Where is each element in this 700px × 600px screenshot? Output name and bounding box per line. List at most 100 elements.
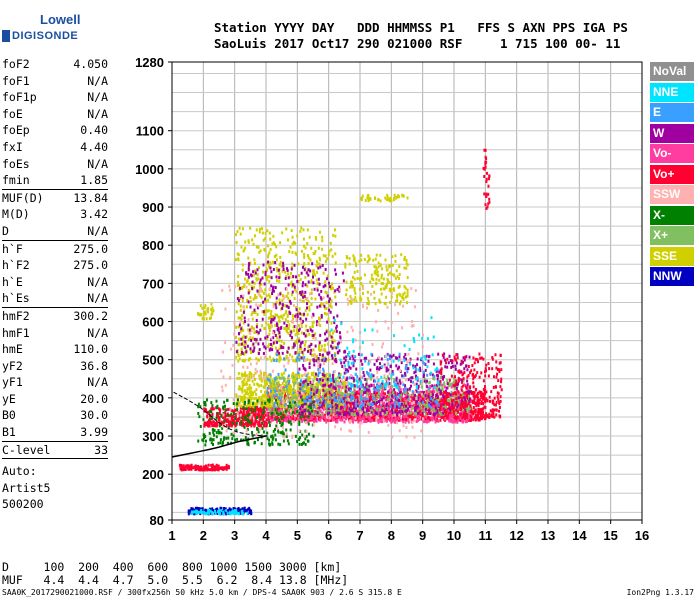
data-point bbox=[468, 414, 471, 418]
data-point bbox=[227, 419, 230, 423]
data-point bbox=[439, 382, 442, 386]
data-point bbox=[254, 296, 257, 300]
param-value: N/A bbox=[87, 156, 108, 171]
data-point bbox=[439, 412, 442, 416]
data-point bbox=[222, 437, 225, 441]
data-point bbox=[275, 253, 278, 257]
data-point bbox=[296, 396, 299, 400]
data-point bbox=[249, 226, 252, 230]
data-point bbox=[395, 299, 398, 303]
data-point bbox=[405, 418, 408, 422]
data-point bbox=[296, 351, 299, 355]
data-point bbox=[430, 401, 433, 405]
data-point bbox=[250, 393, 253, 397]
data-point bbox=[289, 404, 292, 408]
data-point bbox=[460, 370, 463, 374]
data-point bbox=[280, 419, 283, 423]
data-point bbox=[262, 406, 265, 410]
data-point bbox=[428, 392, 431, 396]
data-point bbox=[387, 273, 390, 277]
data-point bbox=[485, 390, 488, 394]
data-point bbox=[340, 408, 343, 412]
data-point bbox=[302, 237, 305, 241]
data-point bbox=[345, 293, 348, 297]
data-point bbox=[270, 404, 273, 408]
data-point bbox=[261, 310, 264, 314]
data-point bbox=[279, 420, 282, 424]
data-point bbox=[239, 308, 242, 312]
data-point bbox=[265, 294, 268, 298]
data-point bbox=[399, 397, 402, 401]
data-point bbox=[284, 270, 287, 274]
data-point bbox=[468, 399, 471, 403]
data-point bbox=[418, 403, 421, 407]
data-point bbox=[322, 254, 325, 258]
param-row: h`F2 275.0 bbox=[2, 257, 108, 274]
data-point bbox=[325, 382, 328, 386]
data-point bbox=[406, 196, 409, 200]
data-point bbox=[382, 392, 385, 396]
data-point bbox=[212, 420, 215, 424]
data-point bbox=[321, 374, 324, 378]
data-point bbox=[236, 283, 239, 287]
data-point bbox=[479, 408, 482, 412]
data-point bbox=[278, 272, 281, 276]
data-point bbox=[309, 258, 312, 262]
data-point bbox=[262, 418, 265, 422]
data-point bbox=[265, 422, 268, 426]
data-point bbox=[289, 391, 292, 395]
data-point bbox=[362, 399, 365, 403]
data-point bbox=[329, 304, 332, 308]
data-point bbox=[283, 409, 286, 413]
data-point bbox=[241, 395, 244, 399]
data-point bbox=[372, 410, 375, 414]
data-point bbox=[342, 402, 345, 406]
data-point bbox=[400, 361, 403, 365]
data-point bbox=[290, 422, 293, 426]
data-point bbox=[309, 406, 312, 410]
param-row: fmin 1.85 bbox=[2, 172, 108, 189]
data-point bbox=[247, 396, 250, 400]
data-point bbox=[388, 265, 391, 269]
data-point bbox=[311, 324, 314, 328]
param-value: 4.40 bbox=[80, 139, 108, 154]
data-point bbox=[334, 407, 337, 411]
data-point bbox=[404, 417, 407, 421]
data-point bbox=[307, 409, 310, 413]
data-point bbox=[282, 432, 285, 436]
data-point bbox=[330, 321, 333, 325]
data-point bbox=[301, 374, 304, 378]
logo-line2: DIGISONDE bbox=[12, 30, 79, 42]
data-point bbox=[299, 393, 302, 397]
data-point bbox=[424, 380, 427, 384]
data-point bbox=[247, 358, 250, 362]
data-point bbox=[396, 409, 399, 413]
data-point bbox=[214, 424, 217, 428]
data-point bbox=[241, 418, 244, 422]
data-point bbox=[343, 394, 346, 398]
data-point bbox=[268, 279, 271, 283]
data-point bbox=[437, 352, 440, 356]
data-point bbox=[359, 400, 362, 404]
data-point bbox=[319, 409, 322, 413]
data-point bbox=[292, 240, 295, 244]
data-point bbox=[366, 408, 369, 412]
data-point bbox=[317, 382, 320, 386]
data-point bbox=[271, 434, 274, 438]
data-point bbox=[319, 324, 322, 328]
data-point bbox=[353, 256, 356, 260]
data-point bbox=[282, 415, 285, 419]
data-point bbox=[341, 418, 344, 422]
data-point bbox=[335, 417, 338, 421]
data-point bbox=[415, 415, 418, 419]
data-point bbox=[207, 423, 210, 427]
data-point bbox=[278, 339, 281, 343]
data-point bbox=[255, 396, 258, 400]
data-point bbox=[280, 417, 283, 421]
data-point bbox=[317, 246, 320, 250]
data-point bbox=[415, 395, 418, 399]
data-point bbox=[398, 292, 401, 296]
data-point bbox=[458, 403, 461, 407]
data-point bbox=[215, 435, 218, 439]
data-point bbox=[246, 424, 249, 428]
